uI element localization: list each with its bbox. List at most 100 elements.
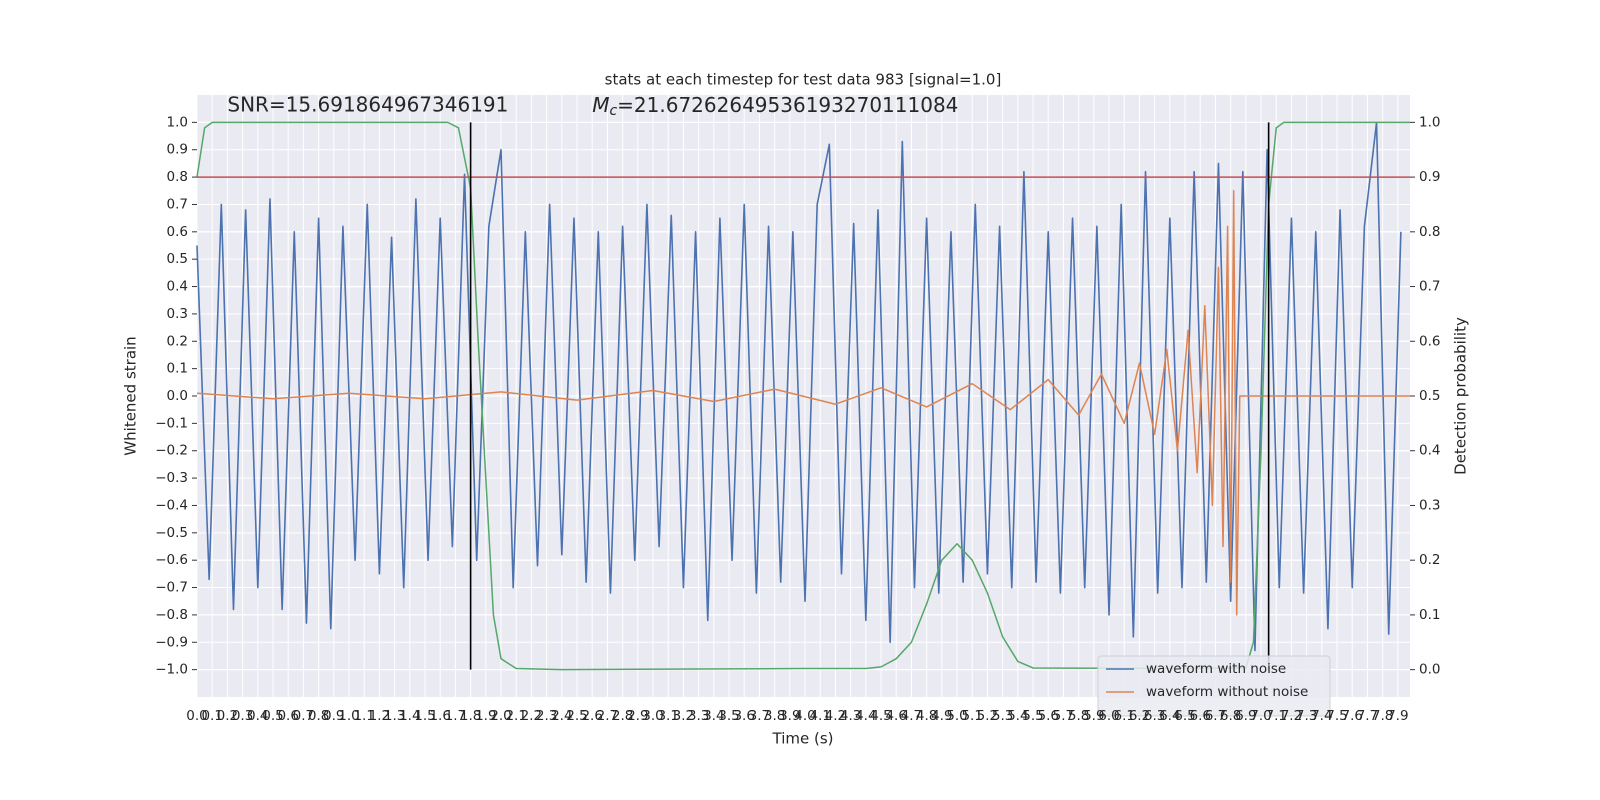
y-tick-label: −0.7 [155, 580, 188, 596]
y-axis-label: Whitened strain [122, 336, 140, 455]
x-tick-label: 5.6 [1037, 708, 1058, 724]
series-line [196, 190, 1410, 616]
x-tick-label: 2.5 [566, 708, 587, 724]
x-tick-label: 0.9 [323, 708, 344, 724]
y2-tick-label: 0.1 [1419, 607, 1440, 623]
x-tick-label: 7.9 [1387, 708, 1408, 724]
x-tick-label: 7.5 [1326, 708, 1347, 724]
x-tick-label: 3.9 [779, 708, 800, 724]
x-tick-label: 5.8 [1068, 708, 1089, 724]
y-tick-label: −0.1 [155, 415, 188, 431]
y-tick-label: −0.6 [155, 552, 188, 568]
x-tick-label: 3.5 [718, 708, 739, 724]
x-axis-label: Time (s) [772, 730, 834, 748]
y2-tick-label: 0.4 [1419, 443, 1440, 459]
y2-tick-label: 0.2 [1419, 552, 1440, 568]
x-tick-label: 1.6 [429, 708, 450, 724]
x-tick-label: 7.2 [1281, 708, 1302, 724]
x-tick-label: 2.6 [581, 708, 602, 724]
x-tick-label: 3.2 [673, 708, 694, 724]
legend: waveform with noise waveform without nois… [1097, 655, 1331, 717]
legend-label: waveform with noise [1146, 661, 1286, 677]
x-tick-label: 1.7 [445, 708, 466, 724]
x-tick-label: 4.0 [794, 708, 815, 724]
y-tick-label: 0.8 [167, 169, 188, 185]
x-tick-label: 6.9 [1235, 708, 1256, 724]
mc-symbol: M [592, 92, 609, 116]
x-tick-label: 0.2 [217, 708, 238, 724]
x-tick-label: 7.3 [1296, 708, 1317, 724]
x-tick-label: 0.3 [232, 708, 253, 724]
x-tick-label: 6.0 [1098, 708, 1119, 724]
y2-tick-label: 0.9 [1419, 169, 1440, 185]
x-tick-label: 6.5 [1174, 708, 1195, 724]
x-tick-label: 3.0 [642, 708, 663, 724]
y-tick-label: 0.9 [167, 142, 188, 158]
x-tick-label: 1.1 [353, 708, 374, 724]
x-tick-label: 0.4 [247, 708, 268, 724]
x-tick-label: 3.4 [703, 708, 724, 724]
y2-tick-label: 0.0 [1419, 662, 1440, 678]
y2-tick-label: 0.6 [1419, 333, 1440, 349]
x-tick-label: 4.4 [855, 708, 876, 724]
x-tick-label: 1.4 [399, 708, 420, 724]
y-tick-label: 0.4 [167, 279, 188, 295]
x-tick-label: 4.2 [825, 708, 846, 724]
y2-tick-label: 0.8 [1419, 224, 1440, 240]
x-tick-label: 7.4 [1311, 708, 1332, 724]
x-tick-label: 2.7 [597, 708, 618, 724]
mc-subscript: c [609, 103, 617, 119]
x-tick-label: 2.0 [490, 708, 511, 724]
x-tick-label: 3.8 [764, 708, 785, 724]
x-tick-label: 4.6 [885, 708, 906, 724]
x-tick-label: 4.3 [840, 708, 861, 724]
y2-tick-label: 1.0 [1419, 114, 1440, 130]
x-tick-label: 6.4 [1159, 708, 1180, 724]
x-tick-label: 7.7 [1357, 708, 1378, 724]
y-tick-label: 0.2 [167, 333, 188, 349]
x-tick-label: 5.2 [977, 708, 998, 724]
x-tick-label: 6.6 [1189, 708, 1210, 724]
x-tick-label: 0.0 [186, 708, 207, 724]
x-tick-label: 1.8 [460, 708, 481, 724]
x-tick-label: 6.7 [1205, 708, 1226, 724]
mc-value: =21.67262649536193270111084 [617, 92, 958, 116]
marks [196, 121, 1410, 671]
y-tick-label: 0.1 [167, 361, 188, 377]
legend-box [1097, 655, 1331, 717]
chart-title: stats at each timestep for test data 983… [605, 71, 1002, 89]
x-tick-label: 4.1 [809, 708, 830, 724]
x-tick-label: 2.2 [521, 708, 542, 724]
x-tick-label: 0.1 [201, 708, 222, 724]
x-tick-label: 1.5 [414, 708, 435, 724]
legend-label: waveform without noise [1146, 684, 1308, 700]
x-tick-label: 1.9 [475, 708, 496, 724]
snr-annotation: SNR=15.691864967346191 [227, 92, 508, 116]
y2-tick-label: 0.5 [1419, 388, 1440, 404]
x-tick-label: 4.5 [870, 708, 891, 724]
series-line [196, 121, 1402, 652]
y2-tick-label: 0.3 [1419, 497, 1440, 513]
x-tick-label: 0.6 [277, 708, 298, 724]
mc-annotation: Mc=21.67262649536193270111084 [592, 92, 958, 119]
x-tick-label: 2.8 [612, 708, 633, 724]
x-tick-label: 1.3 [384, 708, 405, 724]
x-tick-label: 1.0 [338, 708, 359, 724]
y-tick-label: 1.0 [167, 114, 188, 130]
y-tick-label: 0.5 [167, 251, 188, 267]
y-tick-label: −0.2 [155, 443, 188, 459]
y-tick-label: 0.7 [167, 196, 188, 212]
x-tick-label: 5.0 [946, 708, 967, 724]
x-tick-label: 7.0 [1250, 708, 1271, 724]
x-tick-label: 1.2 [369, 708, 390, 724]
x-tick-label: 5.1 [961, 708, 982, 724]
x-tick-label: 6.1 [1113, 708, 1134, 724]
x-tick-label: 0.7 [293, 708, 314, 724]
x-tick-label: 6.8 [1220, 708, 1241, 724]
x-tick-label: 2.9 [627, 708, 648, 724]
x-tick-label: 7.8 [1372, 708, 1393, 724]
x-tick-label: 7.1 [1265, 708, 1286, 724]
y-tick-label: 0.0 [167, 388, 188, 404]
y-tick-label: −0.3 [155, 470, 188, 486]
